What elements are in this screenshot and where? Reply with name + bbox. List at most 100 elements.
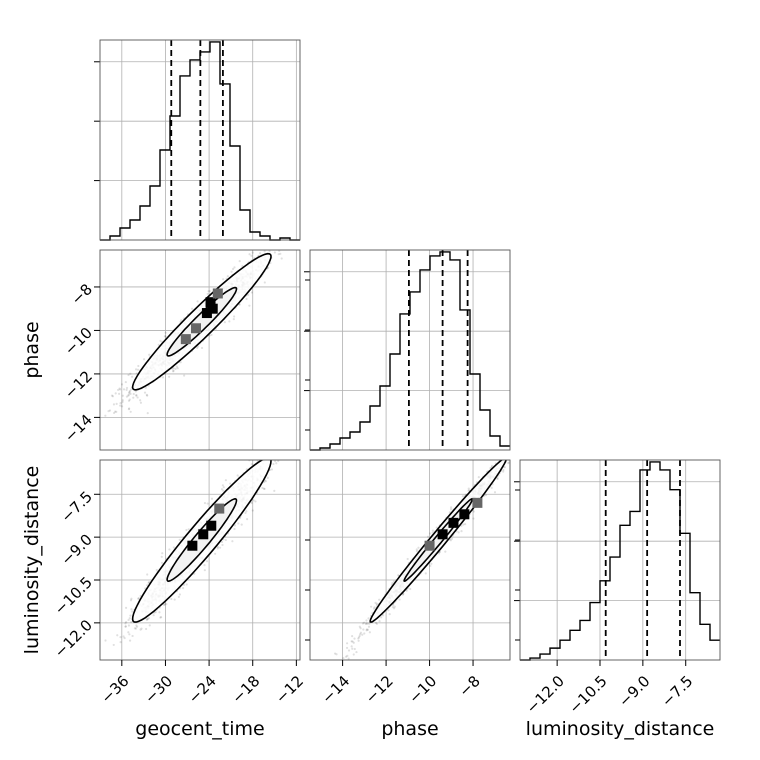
sample-point — [220, 540, 224, 544]
sample-point — [355, 650, 358, 654]
sample-point — [278, 250, 281, 252]
sample-point — [431, 529, 435, 532]
sample-point — [524, 442, 526, 444]
sample-point — [116, 634, 119, 637]
sample-point — [131, 375, 134, 378]
sample-point — [129, 614, 132, 617]
sample-point — [139, 401, 143, 404]
contour-fill — [167, 498, 237, 582]
sample-point — [152, 614, 155, 617]
sample-point — [365, 619, 368, 622]
sample-point — [493, 491, 497, 494]
sample-point — [157, 343, 160, 346]
sample-point — [125, 386, 129, 390]
sample-point — [375, 603, 378, 607]
sample-point — [417, 546, 420, 549]
sample-point — [128, 391, 131, 394]
sample-point — [183, 374, 186, 377]
sample-point — [248, 253, 251, 256]
sample-point — [111, 395, 115, 398]
sample-point — [155, 568, 158, 572]
y-tick-label-luminosity_distance: −10.5 — [51, 573, 96, 618]
sample-point — [208, 289, 211, 293]
sample-point — [185, 528, 188, 532]
sample-point — [268, 244, 270, 246]
sample-point — [145, 618, 148, 622]
sample-point — [248, 304, 251, 307]
sample-point — [115, 402, 118, 405]
sample-point — [197, 345, 200, 348]
sample-point — [351, 640, 354, 643]
sample-point — [131, 610, 134, 613]
y-tick-label-phase: −12 — [61, 367, 96, 402]
sample-point — [148, 353, 151, 356]
sample-point — [233, 315, 236, 318]
sample-point — [347, 657, 350, 660]
sample-point — [146, 394, 149, 397]
sample-point — [298, 422, 300, 424]
sample-point — [222, 489, 225, 492]
sample-point — [222, 486, 225, 489]
sample-point — [268, 451, 270, 453]
sample-point — [450, 537, 454, 540]
sample-point — [373, 607, 376, 610]
sample-point — [415, 550, 419, 553]
sample-point — [327, 370, 329, 372]
sample-point — [233, 266, 236, 269]
y-tick-label-phase: −14 — [61, 411, 96, 446]
sample-point — [365, 622, 368, 625]
histogram-frame — [309, 249, 511, 451]
sample-point — [287, 438, 289, 440]
sample-point — [380, 616, 383, 619]
sample-point — [178, 593, 182, 596]
sample-point — [139, 628, 142, 631]
sample-point — [484, 494, 488, 497]
sample-point — [435, 526, 438, 529]
scatter-panel-geocent_time-vs-phase — [60, 241, 301, 451]
sample-point — [145, 393, 148, 396]
sample-point — [409, 587, 412, 591]
histogram-frame — [99, 39, 301, 241]
sample-point — [277, 439, 279, 441]
sample-point — [253, 450, 255, 452]
sample-point — [125, 621, 128, 624]
sample-point — [358, 634, 361, 638]
sample-point — [277, 253, 280, 256]
sample-point — [127, 631, 130, 634]
sample-point — [365, 628, 368, 631]
sample-point — [262, 487, 266, 490]
y-axis-label-phase: phase — [21, 321, 43, 378]
sample-point — [363, 621, 366, 624]
sample-point — [426, 535, 430, 538]
sample-point — [467, 487, 470, 490]
sample-point — [250, 291, 254, 294]
sample-point — [282, 455, 284, 457]
x-tick-label-luminosity_distance: −12.0 — [523, 672, 568, 717]
sample-point — [60, 449, 62, 451]
sample-point — [367, 617, 370, 620]
sample-point — [284, 244, 286, 246]
sample-point — [527, 444, 529, 446]
sample-point — [268, 436, 270, 438]
sample-point — [301, 426, 303, 428]
sample-point — [290, 437, 292, 439]
sample-point — [129, 410, 132, 413]
sample-point — [172, 369, 175, 372]
sample-point — [460, 524, 463, 528]
sample-point — [137, 597, 140, 600]
sample-point — [223, 321, 226, 324]
sample-point — [128, 617, 131, 620]
sample-point — [176, 367, 179, 370]
sample-point — [93, 659, 95, 661]
sample-point — [136, 396, 139, 399]
sample-point — [238, 303, 241, 306]
sample-point — [375, 622, 379, 625]
sample-point — [160, 561, 164, 564]
sample-point — [222, 278, 225, 281]
sample-point — [161, 552, 164, 555]
sample-point — [477, 476, 480, 479]
sample-point — [210, 497, 214, 500]
sample-point — [146, 617, 149, 621]
sample-point — [506, 457, 508, 459]
sample-point — [269, 241, 271, 243]
